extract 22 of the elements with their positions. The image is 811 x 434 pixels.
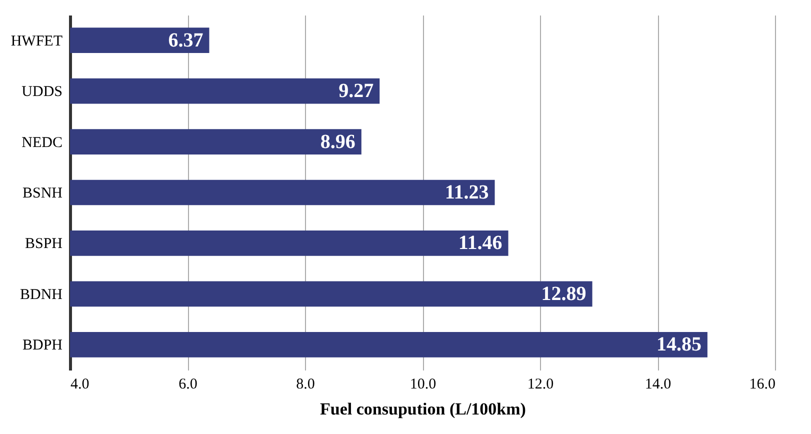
data-label: 6.37: [168, 29, 204, 52]
x-tick-label: 8.0: [296, 376, 315, 392]
x-tick-label: 10.0: [410, 376, 436, 392]
data-label: 8.96: [320, 130, 356, 153]
data-label: 12.89: [541, 282, 586, 305]
x-tick-label: 4.0: [70, 376, 90, 392]
y-tick-label: BSPH: [24, 236, 63, 252]
data-label: 9.27: [338, 80, 374, 102]
data-label: 14.85: [656, 334, 702, 356]
data-label: 11.23: [444, 182, 489, 204]
y-tick-label: BDPH: [22, 338, 63, 354]
y-tick-label: HWFET: [10, 33, 62, 50]
x-tick-label: 14.0: [644, 376, 672, 392]
x-tick-label: 16.0: [749, 376, 776, 392]
x-axis-title: Fuel consupution (L/100km): [320, 400, 526, 418]
data-label: 11.46: [458, 232, 502, 254]
x-tick-label: 12.0: [527, 376, 554, 392]
y-tick-label: BDNH: [20, 286, 63, 303]
x-tick-label: 6.0: [178, 376, 198, 392]
y-tick-label: BSNH: [22, 186, 63, 202]
y-tick-label: UDDS: [22, 84, 62, 100]
y-tick-label: NEDC: [22, 134, 62, 151]
